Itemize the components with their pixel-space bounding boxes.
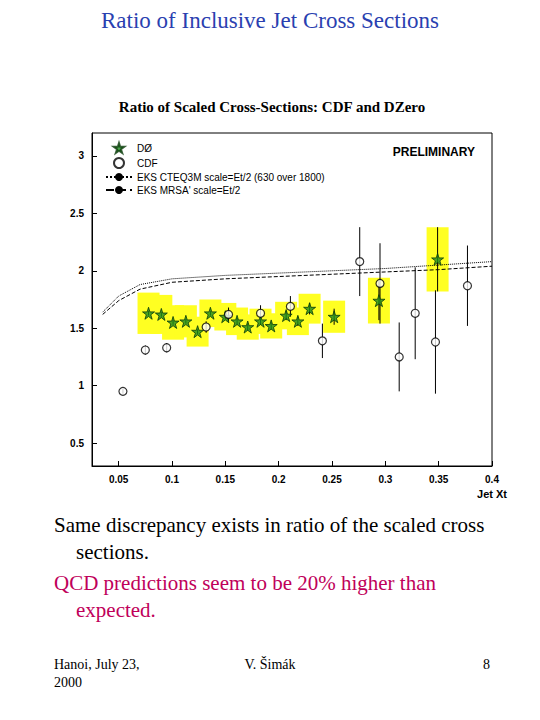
svg-text:PRELIMINARY: PRELIMINARY [393, 145, 475, 159]
svg-text:EKS MRSA' scale=Et/2: EKS MRSA' scale=Et/2 [137, 185, 241, 196]
svg-text:0.4: 0.4 [485, 474, 499, 485]
svg-text:1.5: 1.5 [70, 323, 84, 334]
svg-text:0.05: 0.05 [109, 474, 129, 485]
svg-text:Ratio of Scaled Cross-Sections: Ratio of Scaled Cross-Sections: CDF and … [119, 99, 425, 115]
svg-text:EKS CTEQ3M scale=Et/2 (630 ove: EKS CTEQ3M scale=Et/2 (630 over 1800) [137, 172, 325, 183]
svg-text:0.5: 0.5 [70, 438, 84, 449]
svg-text:0.3: 0.3 [378, 474, 392, 485]
svg-text:DØ: DØ [137, 143, 152, 154]
html-text:V. Šimák: V. Šimák [244, 657, 296, 672]
html-text:Hanoi, July 23, 2000: Hanoi, July 23, 2000 [54, 657, 140, 690]
html-text:Ratio of Inclusive Jet Cross S: Ratio of Inclusive Jet Cross Sections [101, 8, 439, 33]
svg-text:0.1: 0.1 [165, 474, 179, 485]
svg-text:0.15: 0.15 [216, 474, 236, 485]
html-text:Same discrepancy exists in rat: Same discrepancy exists in ratio of the … [54, 513, 485, 564]
html-text:8: 8 [483, 657, 490, 672]
svg-text:2: 2 [78, 265, 84, 276]
html-text:QCD predictions seem to be 20%: QCD predictions seem to be 20% higher th… [54, 571, 436, 622]
svg-text:CDF: CDF [137, 158, 158, 169]
svg-text:0.2: 0.2 [272, 474, 286, 485]
svg-text:2.5: 2.5 [70, 208, 84, 219]
svg-text:Jet Xt: Jet Xt [477, 488, 507, 500]
svg-text:1: 1 [78, 380, 84, 391]
svg-text:0.35: 0.35 [429, 474, 449, 485]
svg-text:3: 3 [78, 150, 84, 161]
svg-text:0.25: 0.25 [322, 474, 342, 485]
